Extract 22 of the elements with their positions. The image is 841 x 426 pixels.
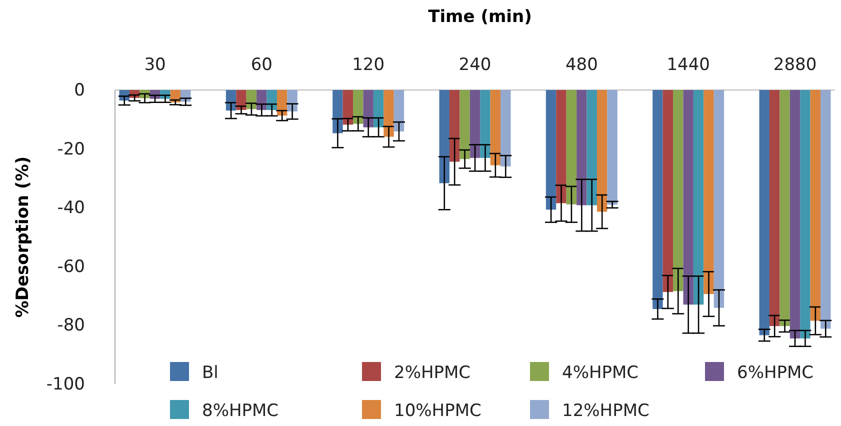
legend-label: 4%HPMC [562,363,639,383]
legend-label: Bl [202,363,218,383]
x-tick-label: 60 [250,55,272,75]
y-tick-label: 0 [74,80,85,100]
legend-label: 8%HPMC [202,401,279,421]
y-axis-title: %Desorption (%) [13,156,33,318]
x-tick-label: 30 [144,55,166,75]
legend-label: 12%HPMC [562,401,650,421]
legend-label: 6%HPMC [737,363,814,383]
y-tick-label: -40 [57,198,85,218]
x-axis-title: Time (min) [428,7,532,27]
x-tick-label: 2880 [773,55,817,75]
x-tick-label: 1440 [666,55,710,75]
y-tick-label: -20 [57,139,85,160]
x-tick-label: 480 [565,55,598,75]
y-tick-label: -60 [57,256,85,277]
legend-label: 2%HPMC [394,363,471,383]
x-tick-label: 240 [458,55,492,75]
y-tick-label: -80 [57,316,85,336]
y-tick-label: -100 [46,374,85,394]
legend-label: 10%HPMC [394,401,482,421]
x-tick-label: 120 [352,55,385,75]
